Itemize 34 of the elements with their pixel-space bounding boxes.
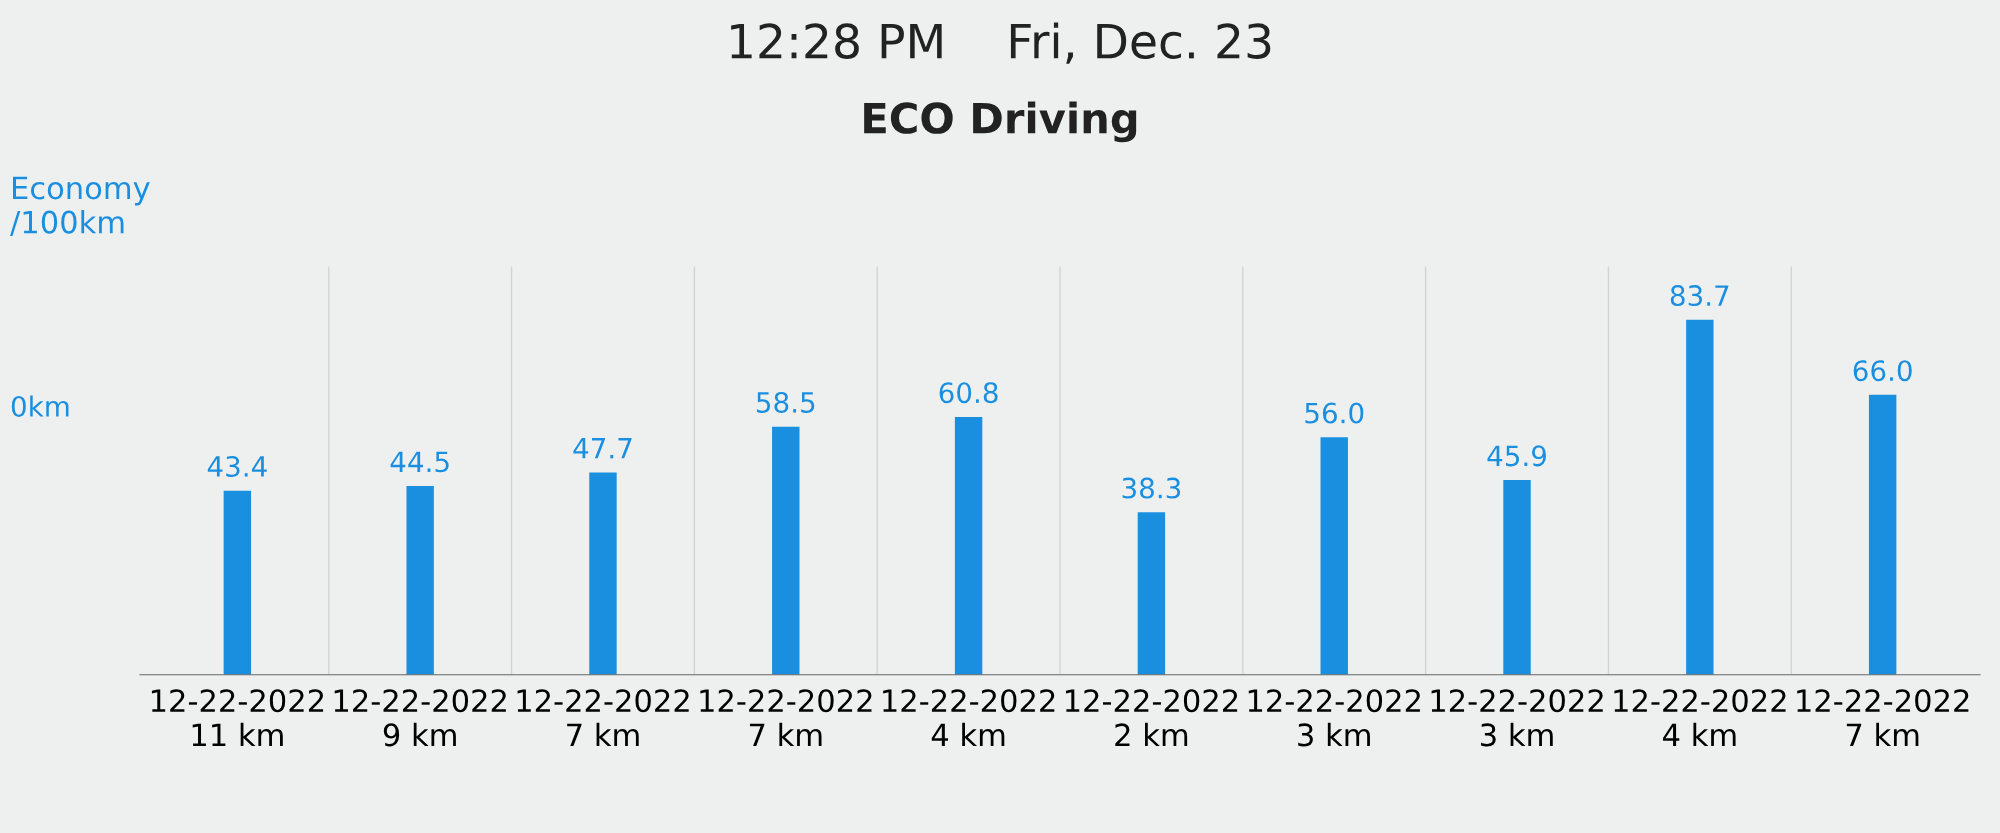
x-tick-label: 12-22-2022 4 km bbox=[883, 689, 1055, 747]
data-label: 83.7 bbox=[1670, 285, 1729, 307]
data-label: 38.3 bbox=[1122, 477, 1181, 499]
bar bbox=[772, 426, 800, 675]
data-label: 44.5 bbox=[390, 451, 449, 473]
bar bbox=[1503, 480, 1531, 675]
data-label: 43.4 bbox=[207, 455, 267, 477]
bar bbox=[1868, 394, 1897, 675]
x-tick-label: 12-22-2022 3 km bbox=[1431, 689, 1603, 747]
bar bbox=[223, 490, 252, 675]
data-label: 66.0 bbox=[1853, 360, 1912, 382]
data-label: 58.5 bbox=[757, 391, 815, 413]
x-tick-label: 12-22-2022 7 km bbox=[517, 689, 689, 747]
data-label: 60.8 bbox=[939, 382, 998, 404]
data-label: 47.7 bbox=[573, 438, 632, 459]
text: 0km bbox=[11, 395, 69, 417]
bar bbox=[1686, 319, 1714, 675]
bar bbox=[406, 486, 434, 675]
bar bbox=[1137, 512, 1166, 675]
x-tick-label: 12-22-2022 2 km bbox=[1065, 689, 1238, 747]
bar bbox=[954, 416, 983, 675]
bar bbox=[589, 472, 617, 675]
data-label: 45.9 bbox=[1487, 445, 1546, 467]
chart-subtitle: 12:28 PM Fri, Dec. 23 bbox=[731, 22, 1271, 64]
x-tick-label: 12-22-2022 7 km bbox=[700, 689, 872, 747]
data-label: 56.0 bbox=[1305, 402, 1364, 424]
x-tick-label: 12-22-2022 4 km bbox=[1614, 689, 1786, 747]
x-tick-label: 12-22-2022 7 km bbox=[1797, 689, 1969, 747]
chart-title: ECO Driving bbox=[864, 101, 1137, 143]
x-tick-label: 12-22-2022 3 km bbox=[1248, 689, 1420, 747]
bar bbox=[1320, 437, 1348, 675]
x-tick-label: 12-22-2022 9 km bbox=[334, 689, 506, 747]
x-tick-label: 12-22-2022 11 km bbox=[151, 689, 324, 747]
y-axis-title: Economy /100km bbox=[10, 176, 150, 237]
